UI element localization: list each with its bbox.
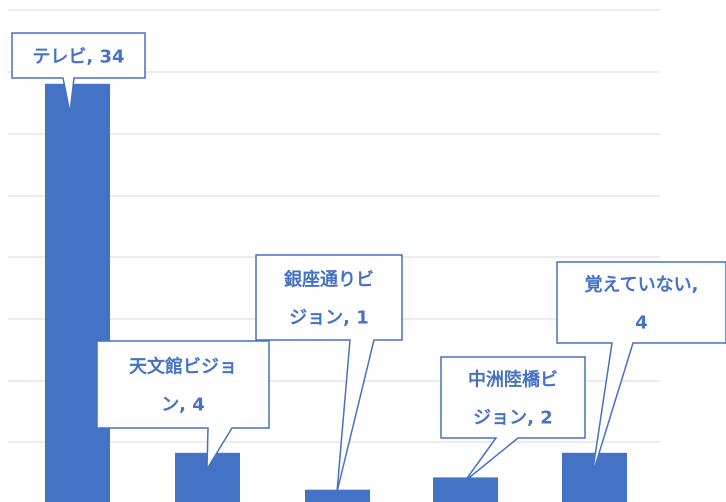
data-label: テレビ, 34 [32, 46, 124, 67]
bar-1 [45, 83, 110, 502]
data-label: ジョン, 1 [289, 307, 369, 328]
data-label: ン, 4 [161, 394, 205, 415]
data-label-callout: テレビ, 34 [11, 32, 146, 114]
callout-shape [96, 340, 270, 472]
callout-shape [556, 261, 726, 477]
callout-shape [11, 32, 146, 114]
bars [45, 83, 627, 502]
callout-shape [440, 356, 586, 482]
data-label: 4 [635, 312, 648, 333]
data-label: 天文館ビジョ [129, 355, 237, 377]
data-label: ジョン, 2 [473, 407, 553, 428]
data-label: 中洲陸橋ビ [468, 368, 558, 390]
data-label: 銀座通りビ [284, 268, 374, 290]
bar-3 [305, 489, 370, 502]
data-label: 覚えていない, [585, 273, 699, 295]
callout-shape [255, 254, 403, 493]
data-label-callout: 覚えていない, 4 [556, 261, 726, 477]
